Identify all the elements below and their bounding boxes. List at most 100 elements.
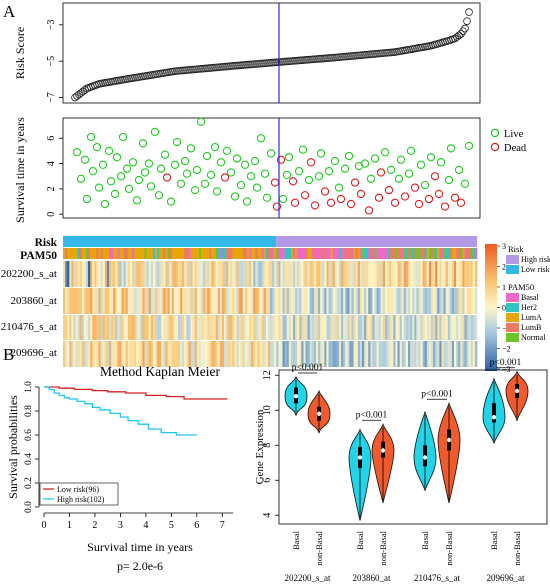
pam50-cell: [165, 248, 168, 259]
heatmap-cell: [75, 261, 78, 287]
heatmap-cell: [362, 341, 365, 367]
violin-category-label: non-Basal: [378, 530, 388, 565]
live-point: [156, 164, 166, 173]
heatmap-cell: [387, 288, 390, 314]
heatmap-cell: [242, 315, 246, 340]
violin-median: [446, 437, 452, 443]
heatmap-cell: [77, 288, 81, 314]
heatmap-cell: [94, 288, 97, 314]
pam50-cell: [468, 248, 472, 259]
heatmap-cell: [238, 315, 242, 340]
heatmap-cell: [148, 288, 152, 314]
pam50-cell: [282, 248, 285, 259]
heatmap-cell: [412, 341, 415, 367]
pam50-cell: [345, 248, 348, 259]
heatmap-cell: [171, 341, 175, 367]
heatmap-cell: [102, 288, 106, 314]
heatmap-cell: [113, 288, 116, 314]
heatmap-cell: [73, 261, 76, 287]
pam50-cell: [173, 248, 177, 259]
risk-point: [325, 54, 333, 62]
risk-legend-low-label: Low risk: [521, 265, 550, 274]
heatmap-cell: [77, 261, 81, 287]
heatmap-cell: [403, 315, 407, 340]
heatmap-cell: [106, 341, 110, 367]
heatmap-cell: [211, 341, 214, 367]
heatmap-cell: [230, 341, 233, 367]
live-point: [386, 165, 396, 175]
risk-point: [237, 61, 245, 70]
heatmap-cell: [186, 315, 189, 340]
heatmap-cell: [472, 261, 476, 287]
risk-point: [241, 61, 249, 69]
heatmap-cell: [226, 288, 229, 314]
pam50-cell: [230, 248, 233, 259]
heatmap-cell: [259, 315, 262, 340]
pam50-cell: [460, 248, 463, 259]
heatmap-cell: [449, 315, 453, 340]
heatmap-cell: [435, 341, 438, 367]
pam50-cell: [263, 248, 267, 259]
heatmap-cell: [349, 261, 352, 287]
heatmap-cell: [88, 341, 91, 367]
pam50-cell: [276, 248, 279, 259]
heatmap-cell: [188, 288, 191, 314]
heatmap-cell: [339, 315, 342, 340]
heatmap-cell: [284, 261, 288, 287]
heatmap-cell: [198, 315, 202, 340]
heatmap-cell: [106, 315, 110, 340]
heatmap-cell: [211, 261, 214, 287]
heatmap-cell: [88, 261, 91, 287]
heatmap-cell: [372, 261, 375, 287]
heatmap-cell: [439, 315, 442, 340]
heatmap-cell: [387, 315, 390, 340]
heatmap-cell: [420, 315, 423, 340]
risk-point: [295, 56, 303, 65]
heatmap-cell: [236, 288, 239, 314]
heatmap-cell: [464, 261, 467, 287]
heatmap-cell: [301, 315, 304, 340]
heatmap-cell: [322, 261, 325, 287]
risk-point: [301, 56, 309, 64]
pam50-cell: [98, 248, 101, 259]
heatmap-cell: [362, 288, 365, 314]
heatmap-cell: [345, 315, 348, 340]
heatmap-cell: [405, 261, 409, 287]
heatmap-cell: [374, 315, 377, 340]
heatmap-cell: [125, 341, 129, 367]
live-point: [116, 172, 126, 181]
heatmap-cell: [474, 261, 478, 287]
pam50-cell: [274, 248, 277, 259]
risk-point: [239, 61, 247, 69]
heatmap-cell: [180, 261, 183, 287]
heatmap-cell: [395, 341, 398, 367]
heatmap-cell: [368, 288, 371, 314]
heatmap-cell: [272, 261, 275, 287]
heatmap-cell: [104, 341, 108, 367]
pam50-cell: [255, 248, 258, 259]
heatmap-cell: [462, 341, 465, 367]
pam50-cell: [81, 248, 85, 259]
heatmap-cell: [267, 288, 271, 314]
heatmap-cell: [441, 315, 444, 340]
live-point: [334, 183, 344, 192]
heatmap-cell: [311, 261, 315, 287]
live-point: [340, 164, 350, 173]
pam50-cell: [106, 248, 110, 259]
heatmap-cell: [234, 315, 237, 340]
heatmap-cell: [326, 315, 329, 340]
heatmap-cell: [188, 341, 191, 367]
heatmap-cell: [470, 341, 474, 367]
risk-point: [81, 86, 89, 94]
heatmap-cell: [311, 288, 315, 314]
heatmap-cell: [88, 288, 91, 314]
heatmap-cell: [372, 288, 375, 314]
heatmap-cell: [284, 288, 288, 314]
km-ytick-label: 0.8: [24, 405, 34, 417]
heatmap-cell: [240, 315, 244, 340]
live-point: [446, 144, 456, 153]
pam50-cell: [171, 248, 175, 259]
heatmap-cell: [401, 261, 405, 287]
heatmap-cell: [399, 341, 403, 367]
pam50-cell: [228, 248, 231, 259]
